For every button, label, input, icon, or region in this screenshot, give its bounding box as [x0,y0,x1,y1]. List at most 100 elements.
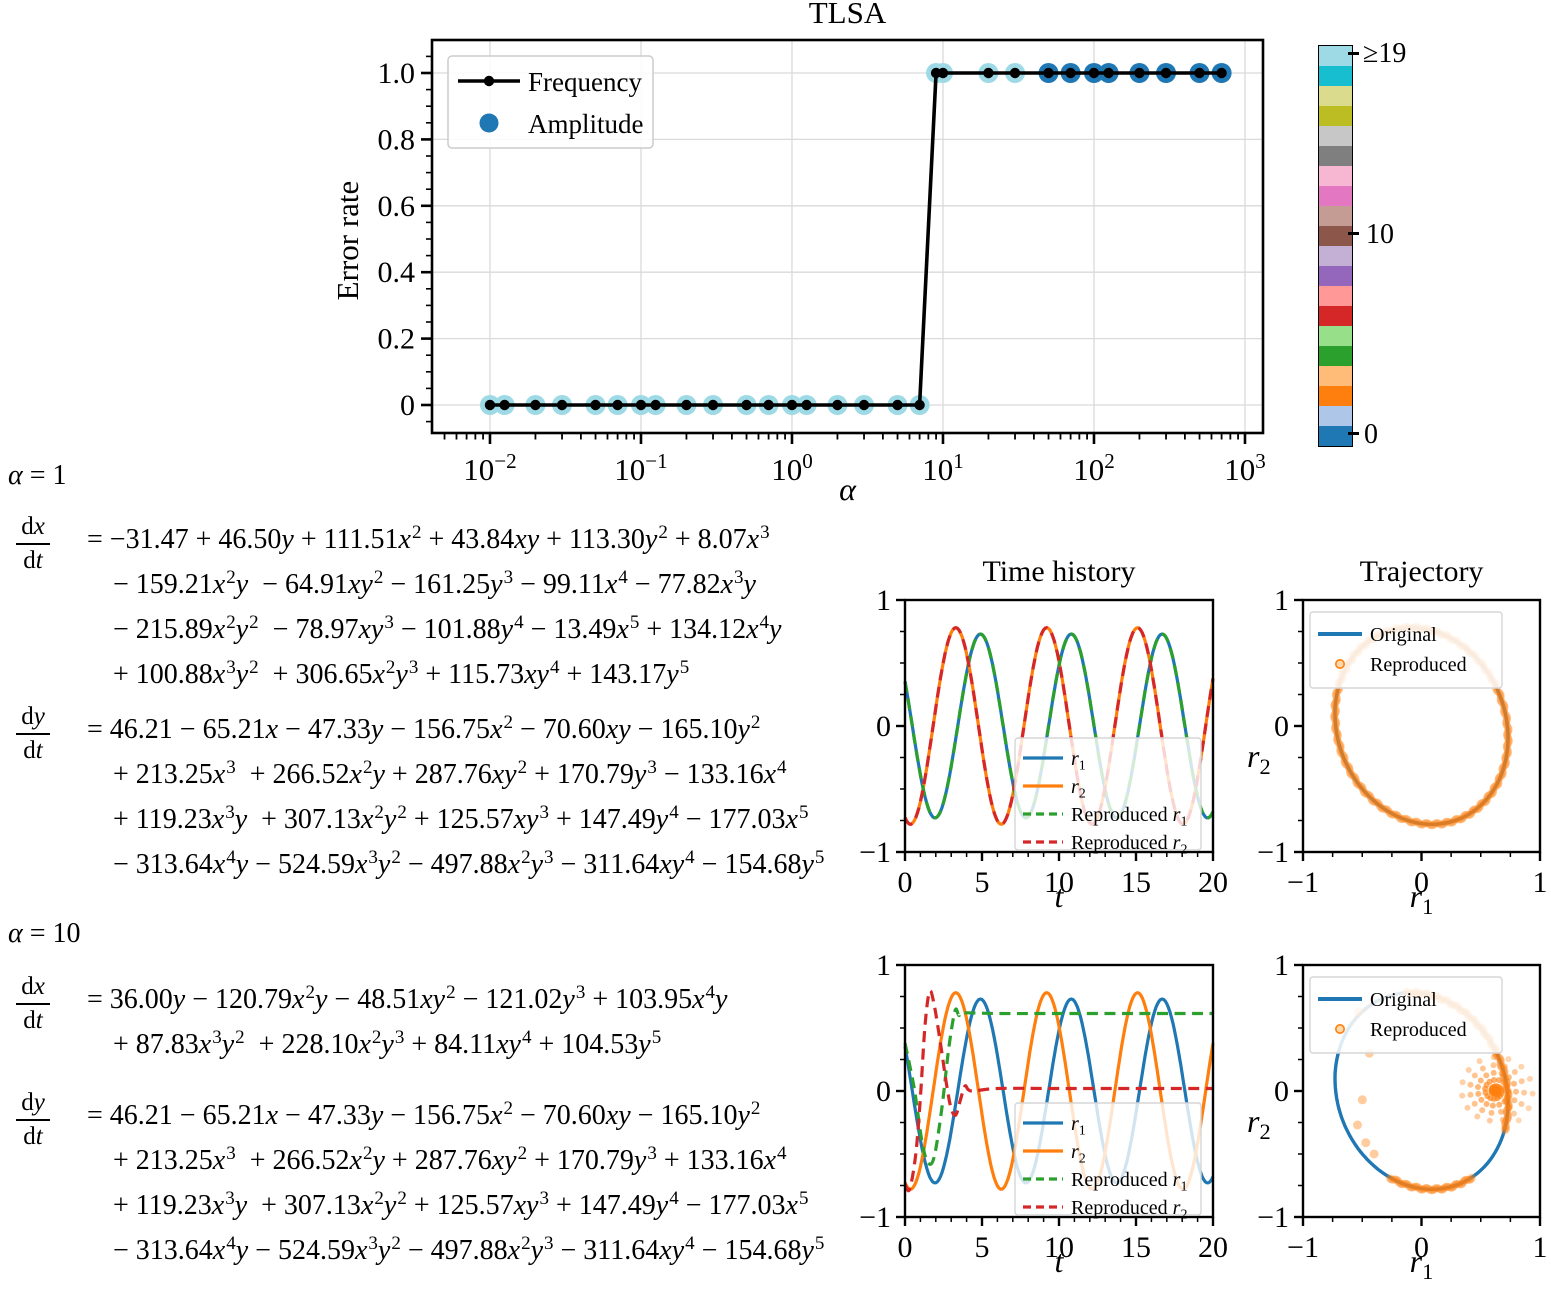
curve-reproduced-r-2 [903,989,1213,1193]
colorbar-segment [1319,206,1352,226]
colorbar [1318,45,1353,447]
x-tick-label: 20 [1198,866,1228,899]
x-tick-label: 15 [1121,1231,1151,1264]
dydt-fraction: dy dt [5,1088,61,1151]
equation-lines: = 46.21 − 65.21x − 47.33y − 156.75x2 − 7… [87,1098,825,1280]
x-axis-label: t [1055,1243,1065,1279]
colorbar-label-mid: 10 [1366,219,1394,250]
legend-label: Reproduced r2 [1071,1197,1187,1222]
fraction-numerator: dy [16,702,50,735]
equation-line: = −31.47 + 46.50y + 111.51x2 + 43.84xy +… [87,522,770,555]
x-tick-label: 100 [771,449,813,487]
colorbar-segment [1319,266,1352,286]
equation-line: − 313.64x4y − 524.59x3y2 − 497.88x2y3 − … [113,1233,825,1266]
x-tick-label: −1 [1287,1231,1319,1264]
colorbar-segment [1319,146,1352,166]
equation-alpha1-dxdt: dx dt = −31.47 + 46.50y + 111.51x2 + 43.… [5,513,781,704]
curve-reproduced-r-1 [903,632,1215,820]
y-tick-label: −1 [1257,836,1289,869]
dxdt-fraction: dx dt [5,972,61,1035]
colorbar-segment [1319,386,1352,406]
equation-line: + 119.23x3y + 307.13x2y2 + 125.57xy3 + 1… [113,1188,809,1221]
colorbar-tick-max [1348,52,1359,55]
equation-line: + 213.25x3 + 266.52x2y + 287.76xy2 + 170… [113,757,787,790]
dydt-fraction: dy dt [5,702,61,765]
x-tick-label: 0 [898,1231,913,1264]
legend-label-reproduced: Reproduced [1370,654,1467,676]
curve-reproduced-r-1 [903,1007,1213,1166]
colorbar-segment [1319,66,1352,86]
equation-lines: = 46.21 − 65.21x − 47.33y − 156.75x2 − 7… [87,712,825,894]
axis-ticks [896,598,1215,861]
colorbar-segment [1319,286,1352,306]
x-tick-label: 0 [1414,866,1429,899]
axis-ticks [421,55,1247,444]
colorbar-segment [1319,406,1352,426]
x-tick-label: 10−2 [463,449,516,487]
side-label-r2: r2 [1247,738,1271,779]
heading-alpha-1: α = 1 [8,460,67,491]
y-tick-label: 0 [876,1075,891,1108]
legend-label-frequency: Frequency [528,67,642,97]
fraction-numerator: dx [16,972,50,1005]
x-axis-label: r1 [1410,878,1434,919]
y-tick-label: −1 [1257,1201,1289,1234]
x-axis-label: t [1055,878,1065,914]
colorbar-label-min: 0 [1364,419,1378,450]
legend-label: r1 [1071,1113,1086,1138]
trajectory-alpha10-chart: −1 0 1 1 0 −1 r1 Original Reproduced [1257,949,1547,1284]
fraction-denominator: dt [23,736,43,764]
x-tick-label: 10−1 [614,449,667,487]
x-tick-label: 5 [975,1231,990,1264]
y-tick-label: −1 [859,836,891,869]
fraction-denominator: dt [23,1122,43,1150]
equation-alpha10-dxdt: dx dt = 36.00y − 120.79x2y − 48.51xy2 − … [5,973,728,1074]
x-tick-label: 5 [975,866,990,899]
equation-lines: = −31.47 + 46.50y + 111.51x2 + 43.84xy +… [87,522,781,704]
legend-label: r1 [1071,748,1086,773]
equation-line: = 46.21 − 65.21x − 47.33y − 156.75x2 − 7… [87,1098,761,1131]
equation-line: = 36.00y − 120.79x2y − 48.51xy2 − 121.02… [87,982,728,1015]
side-label-r2: r2 [1247,1103,1271,1144]
y-tick-label: 0 [1274,1075,1289,1108]
legend-label: Reproduced r2 [1071,832,1187,857]
chart-title: TLSA [809,0,887,30]
x-tick-label: 0 [898,866,913,899]
trajectory-alpha1-chart: −1 0 1 1 0 −1 Trajectory r1 Original Reproduced [1257,555,1547,919]
legend-label-reproduced: Reproduced [1370,1019,1467,1041]
frequency-points [484,67,1227,411]
legend: r1 r2 Reproduced r1 Reproduced r2 [1014,1102,1202,1222]
colorbar-segment [1319,426,1352,446]
legend: r1 r2 Reproduced r1 Reproduced r2 [1014,737,1202,857]
x-axis-label: α [839,471,857,507]
fraction-denominator: dt [23,546,43,574]
colorbar-segment [1319,86,1352,106]
equation-line: − 313.64x4y − 524.59x3y2 − 497.88x2y3 − … [113,847,825,880]
colorbar-segment [1319,246,1352,266]
y-tick-label: 0.6 [378,190,416,223]
equation-alpha1-dydt: dy dt = 46.21 − 65.21x − 47.33y − 156.75… [5,703,825,894]
error-rate-chart: 10−2 10−1 100 101 102 103 0 0.2 0.4 0.6 0.8 1.0 TLSA… [330,0,1266,507]
colorbar-segment [1319,226,1352,246]
y-axis-label: Error rate [330,181,365,301]
y-tick-label: 1 [876,949,891,982]
colorbar-segment [1319,126,1352,146]
curve-reproduced-r-2 [903,625,1215,826]
x-tick-label: 20 [1198,1231,1228,1264]
equation-line: = 46.21 − 65.21x − 47.33y − 156.75x2 − 7… [87,712,761,745]
equation-line: + 119.23x3y + 307.13x2y2 + 125.57xy3 + 1… [113,802,809,835]
axis-ticks [896,963,1215,1226]
equation-lines: = 36.00y − 120.79x2y − 48.51xy2 − 121.02… [87,982,728,1074]
reproduced-points [1330,622,1513,830]
colorbar-segment [1319,326,1352,346]
y-tick-label: 1.0 [378,57,416,90]
dxdt-fraction: dx dt [5,512,61,575]
x-tick-label: 10 [1044,866,1074,899]
curve-r-2 [903,990,1215,1191]
x-tick-label: 103 [1224,449,1266,487]
colorbar-label-max: ≥19 [1363,38,1407,69]
axis-ticks [1294,598,1542,861]
legend: Original Reproduced [1309,611,1503,689]
